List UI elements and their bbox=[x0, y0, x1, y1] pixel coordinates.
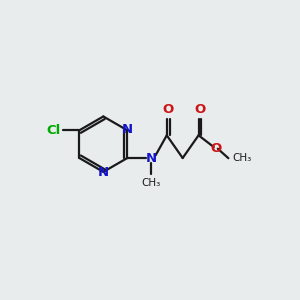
Text: N: N bbox=[122, 123, 133, 136]
Text: CH₃: CH₃ bbox=[141, 178, 160, 188]
Text: O: O bbox=[210, 142, 221, 155]
Text: CH₃: CH₃ bbox=[232, 153, 251, 163]
Text: N: N bbox=[98, 166, 109, 179]
Text: Cl: Cl bbox=[46, 124, 60, 137]
Text: O: O bbox=[163, 103, 174, 116]
Text: N: N bbox=[145, 152, 156, 164]
Text: O: O bbox=[194, 103, 206, 116]
